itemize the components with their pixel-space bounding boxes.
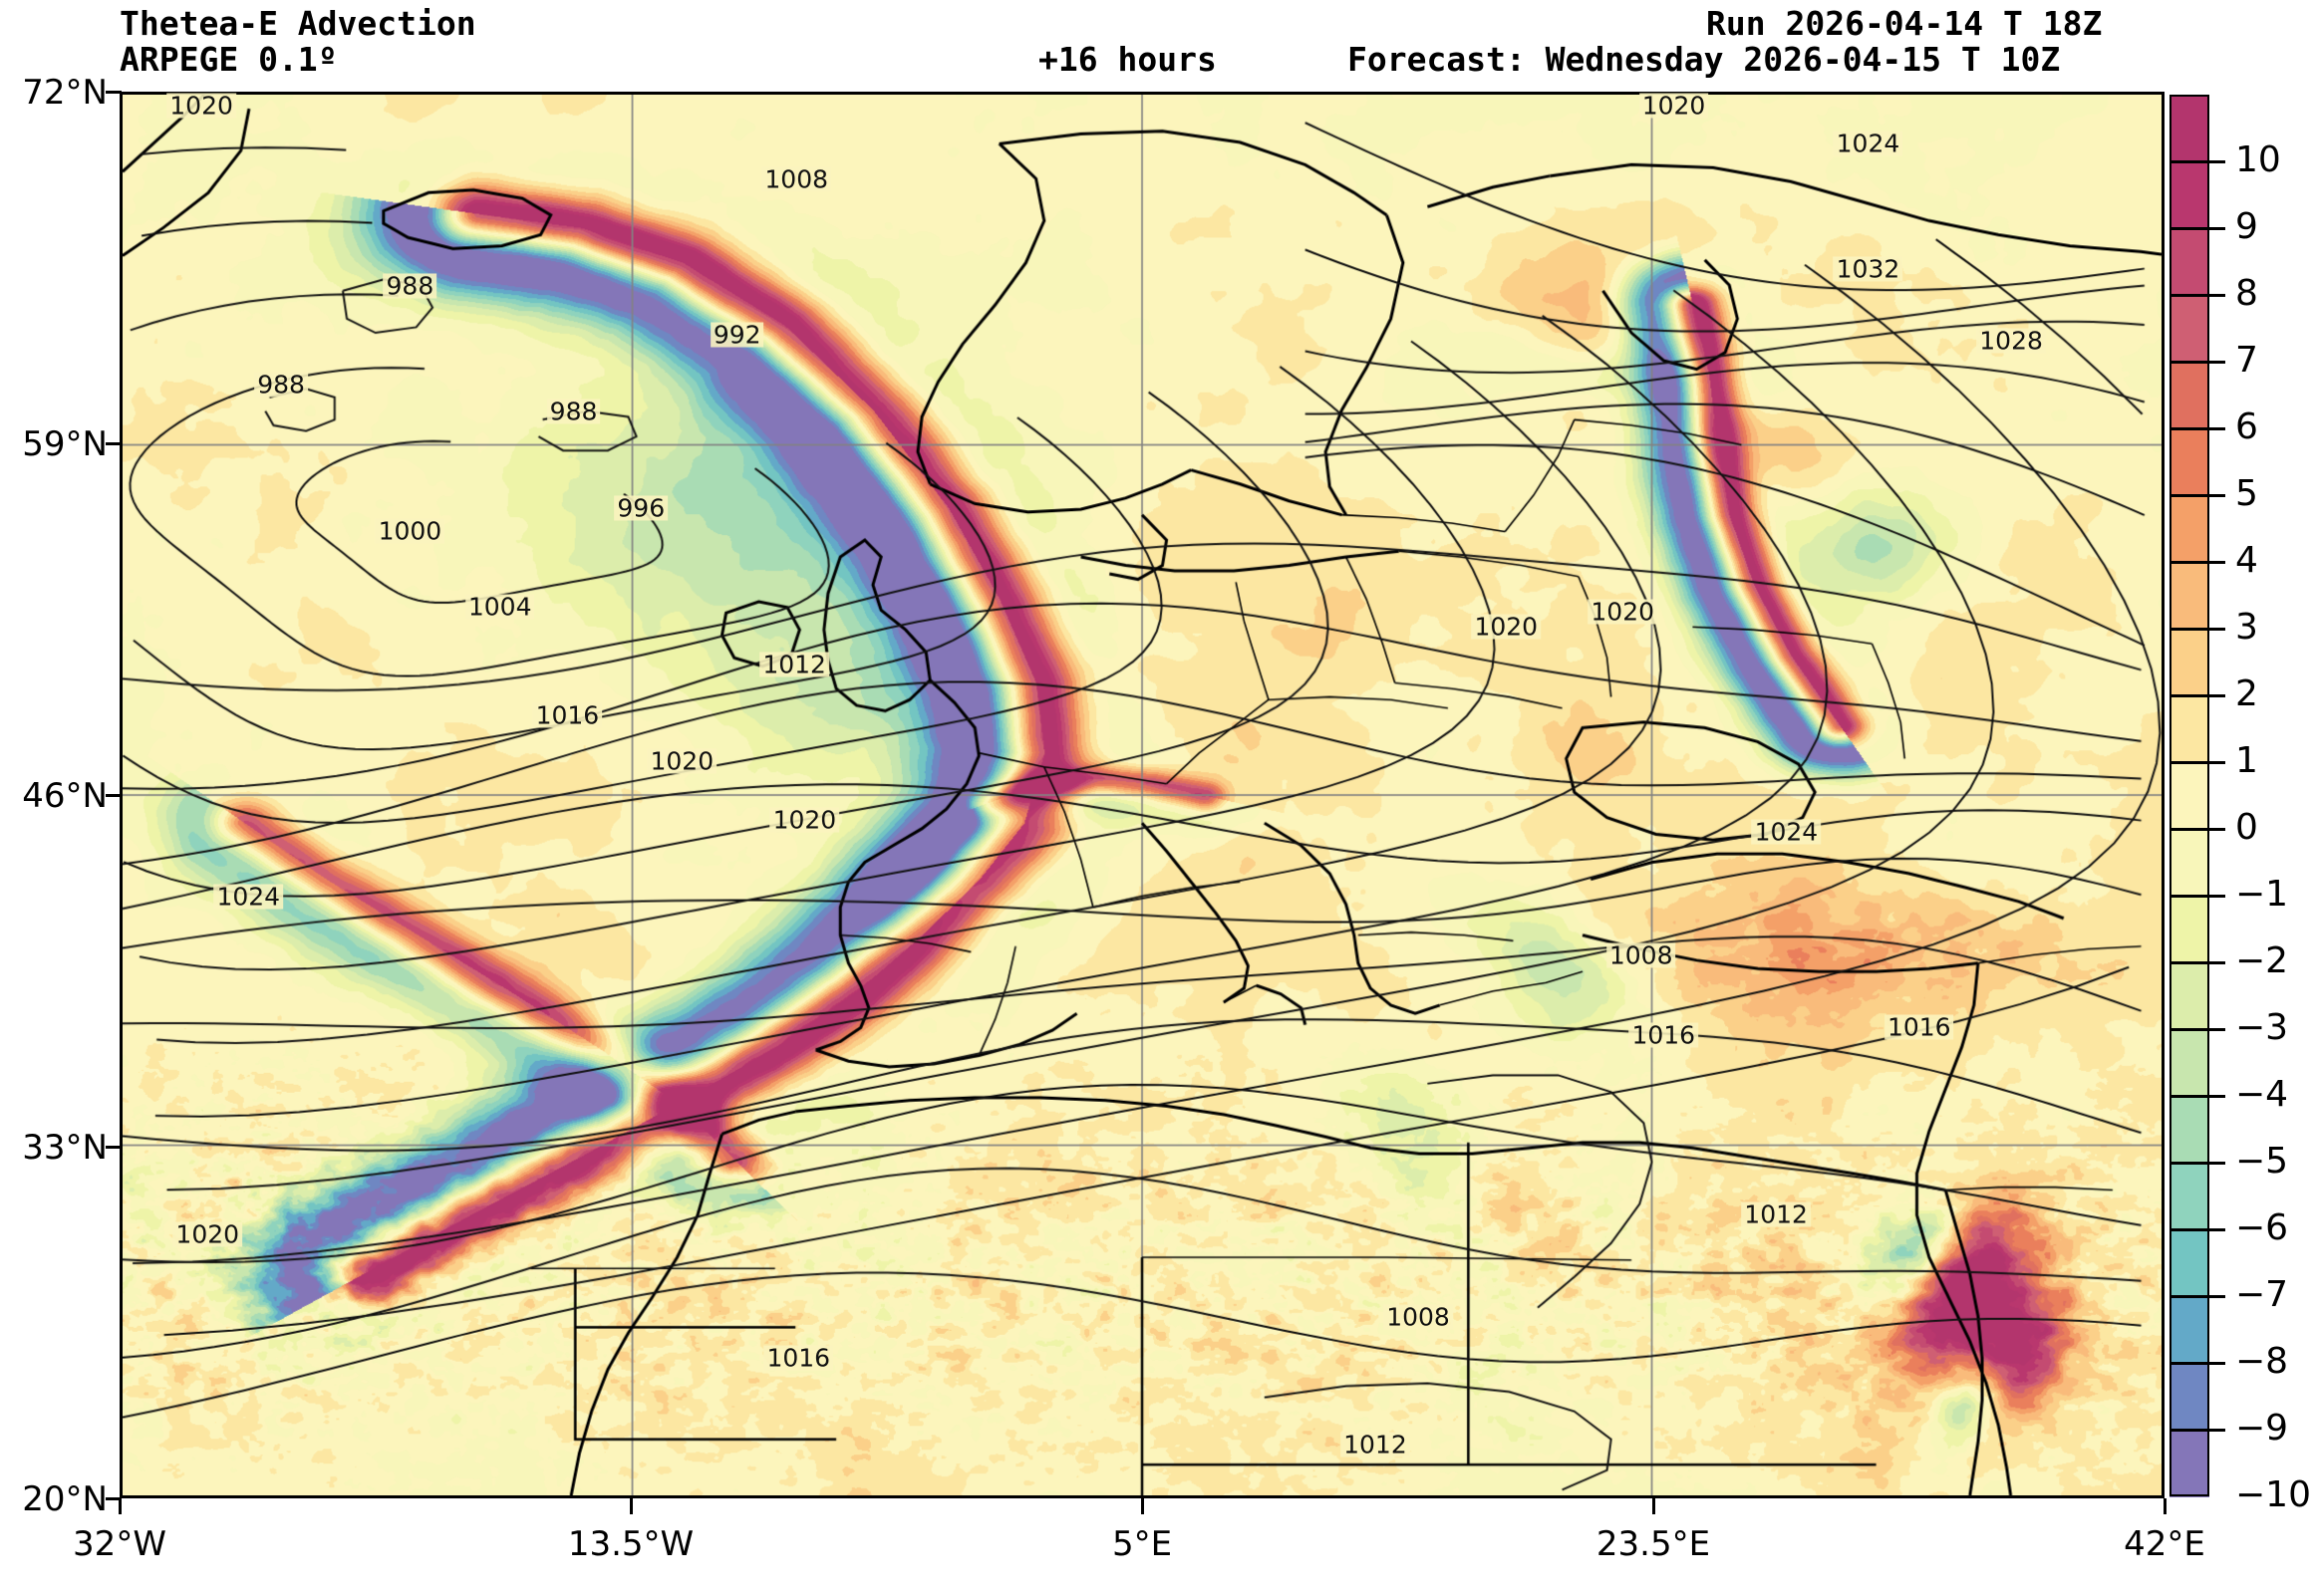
- colorbar-tick: [2169, 828, 2225, 831]
- y-axis-tick: [106, 91, 122, 94]
- colorbar-tick-label: −9: [2235, 1408, 2289, 1449]
- y-axis-label: 72°N: [22, 73, 108, 113]
- colorbar-segment: [2169, 362, 2209, 429]
- colorbar-tick: [2169, 895, 2225, 898]
- x-axis-tick: [1141, 1498, 1144, 1514]
- colorbar-tick-label: 9: [2235, 206, 2258, 247]
- colorbar-segment: [2169, 161, 2209, 229]
- colorbar-segment: [2169, 1363, 2209, 1431]
- colorbar-segment: [2169, 295, 2209, 363]
- colorbar-tick-label: 3: [2235, 607, 2258, 648]
- colorbar-tick: [2169, 1295, 2225, 1298]
- colorbar-tick: [2169, 761, 2225, 764]
- colorbar-segment: [2169, 962, 2209, 1030]
- colorbar-tick: [2169, 1162, 2225, 1165]
- colorbar-segment: [2169, 695, 2209, 763]
- x-axis-tick: [630, 1498, 633, 1514]
- y-axis-tick: [106, 794, 122, 797]
- colorbar-tick-label: 6: [2235, 406, 2258, 447]
- colorbar-tick: [2169, 694, 2225, 697]
- colorbar-segment: [2169, 829, 2209, 897]
- colorbar[interactable]: [2169, 95, 2209, 1497]
- theta-e-advection-field: [123, 95, 2162, 1495]
- colorbar-segment: [2169, 1163, 2209, 1230]
- y-axis-label: 20°N: [22, 1479, 108, 1519]
- x-axis-tick: [2164, 1498, 2167, 1514]
- colorbar-tick: [2169, 361, 2225, 364]
- model-label: ARPEGE 0.1º: [120, 40, 338, 79]
- colorbar-tick-label: 4: [2235, 540, 2258, 581]
- y-axis-label: 33°N: [22, 1128, 108, 1168]
- colorbar-segment: [2169, 1229, 2209, 1297]
- colorbar-tick-label: 7: [2235, 340, 2258, 381]
- colorbar-segment: [2169, 95, 2209, 162]
- colorbar-tick-label: −8: [2235, 1341, 2289, 1382]
- colorbar-tick-label: −7: [2235, 1274, 2289, 1315]
- colorbar-tick-label: 10: [2235, 139, 2281, 180]
- y-axis-label: 46°N: [22, 776, 108, 816]
- colorbar-tick: [2169, 294, 2225, 297]
- colorbar-tick: [2169, 494, 2225, 497]
- colorbar-tick-label: 2: [2235, 673, 2258, 714]
- colorbar-segment: [2169, 428, 2209, 496]
- y-axis-label: 59°N: [22, 424, 108, 464]
- colorbar-tick: [2169, 1228, 2225, 1231]
- colorbar-segment: [2169, 495, 2209, 563]
- lead-time-label: +16 hours: [1038, 40, 1217, 79]
- page-title: Thetea-E Advection: [120, 4, 476, 43]
- colorbar-tick-label: −2: [2235, 940, 2289, 981]
- x-axis-label: 5°E: [1111, 1524, 1173, 1564]
- colorbar-tick: [2169, 628, 2225, 631]
- run-time-label: Run 2026-04-14 T 18Z: [1706, 4, 2103, 43]
- x-axis-tick: [1652, 1498, 1655, 1514]
- colorbar-segment: [2169, 1029, 2209, 1097]
- x-axis-label: 23.5°E: [1595, 1524, 1711, 1564]
- colorbar-tick-label: 8: [2235, 273, 2258, 314]
- colorbar-tick-label: 5: [2235, 473, 2258, 514]
- colorbar-tick-label: 1: [2235, 740, 2258, 781]
- colorbar-tick-label: −10: [2235, 1474, 2311, 1515]
- colorbar-tick: [2169, 1028, 2225, 1031]
- colorbar-segment: [2169, 1430, 2209, 1497]
- colorbar-segment: [2169, 896, 2209, 963]
- colorbar-tick-label: −4: [2235, 1074, 2289, 1115]
- map-plot-area[interactable]: [120, 92, 2165, 1498]
- y-axis-tick: [106, 1146, 122, 1149]
- colorbar-segment: [2169, 762, 2209, 830]
- colorbar-tick: [2169, 1362, 2225, 1365]
- colorbar-tick: [2169, 427, 2225, 430]
- x-axis-tick: [119, 1498, 122, 1514]
- colorbar-tick-label: −6: [2235, 1207, 2289, 1248]
- colorbar-tick: [2169, 1095, 2225, 1098]
- x-axis-label: 42°E: [2124, 1524, 2205, 1564]
- colorbar-segment: [2169, 1296, 2209, 1364]
- colorbar-segment: [2169, 228, 2209, 296]
- colorbar-segment: [2169, 629, 2209, 696]
- colorbar-tick: [2169, 1429, 2225, 1432]
- colorbar-segment: [2169, 562, 2209, 630]
- colorbar-tick-label: −1: [2235, 874, 2289, 915]
- colorbar-tick-label: −3: [2235, 1007, 2289, 1048]
- colorbar-tick-label: −5: [2235, 1141, 2289, 1182]
- colorbar-tick-label: 0: [2235, 807, 2258, 848]
- colorbar-tick: [2169, 961, 2225, 964]
- x-axis-label: 32°W: [73, 1524, 166, 1564]
- colorbar-tick: [2169, 160, 2225, 163]
- y-axis-tick: [106, 442, 122, 445]
- y-axis-tick: [106, 1497, 122, 1500]
- colorbar-segment: [2169, 1096, 2209, 1164]
- colorbar-tick: [2169, 561, 2225, 564]
- x-axis-label: 13.5°W: [567, 1524, 695, 1564]
- colorbar-tick: [2169, 227, 2225, 230]
- valid-time-label: Forecast: Wednesday 2026-04-15 T 10Z: [1347, 40, 2061, 79]
